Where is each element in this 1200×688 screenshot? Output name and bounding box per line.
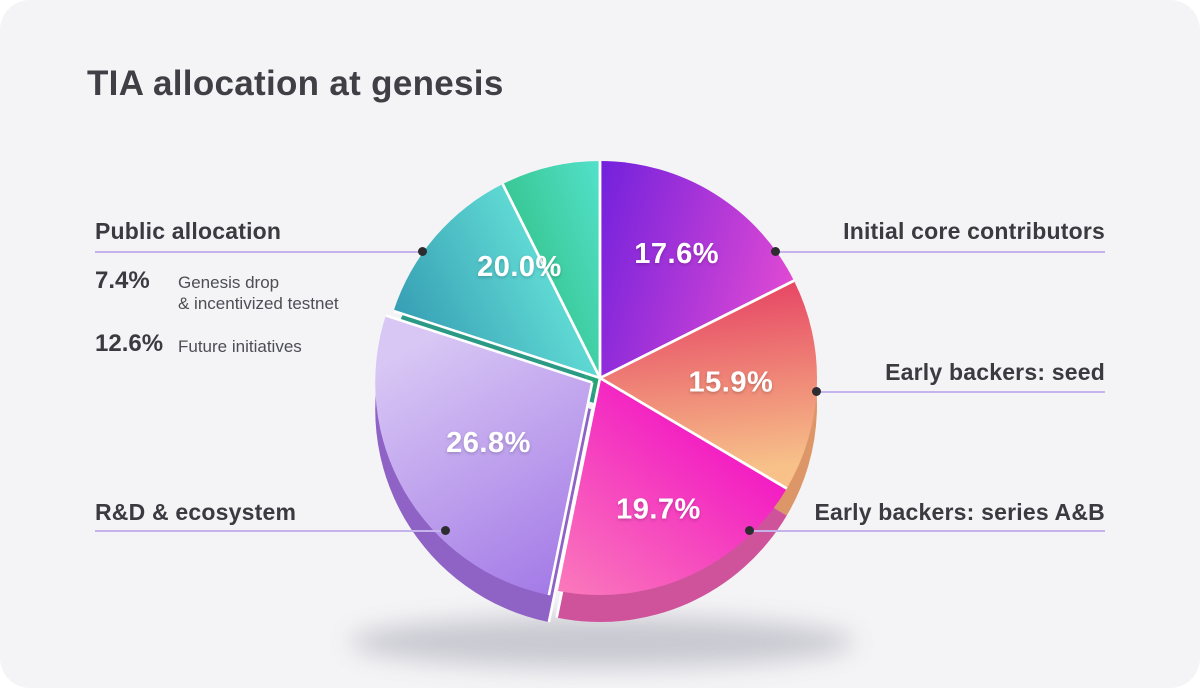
callout-label-public-allocation: Public allocation bbox=[95, 218, 282, 244]
callout-line-early-backers-seed bbox=[817, 391, 1105, 393]
pie-slice-5 bbox=[502, 161, 600, 378]
callout-line-early-backers-series-ab bbox=[750, 530, 1105, 532]
callout-label-early-backers-series-ab: Early backers: series A&B bbox=[814, 499, 1105, 525]
pie-slice-1 bbox=[600, 280, 817, 489]
slice-value-label: 15.9% bbox=[689, 367, 774, 399]
breakdown-value-future-initiatives: 12.6% bbox=[95, 330, 164, 357]
pie-slice-3 bbox=[375, 315, 593, 596]
slice-divider bbox=[385, 314, 593, 384]
pie-slice-2 bbox=[556, 378, 787, 595]
callout-line-public-allocation bbox=[95, 251, 423, 253]
callout-label-early-backers-seed: Early backers: seed bbox=[885, 359, 1105, 385]
callout-line-rd-ecosystem bbox=[95, 530, 446, 532]
breakdown-label-genesis-drop: Genesis drop & incentivized testnet bbox=[178, 273, 339, 313]
callout-dot-rd-ecosystem bbox=[441, 526, 450, 535]
callout-dot-public-allocation bbox=[418, 247, 427, 256]
slice-value-label: 26.8% bbox=[446, 427, 531, 459]
slice-divider bbox=[555, 377, 602, 591]
group-value-label: 20.0% bbox=[477, 251, 562, 283]
breakdown-value-genesis-drop: 7.4% bbox=[95, 267, 150, 294]
pie-shadow bbox=[350, 616, 854, 668]
callout-label-rd-ecosystem: R&D & ecosystem bbox=[95, 499, 297, 525]
slice-divider bbox=[547, 382, 594, 596]
pie-slice-0 bbox=[600, 161, 794, 378]
pie-slice-4 bbox=[393, 184, 600, 378]
rim-divider bbox=[547, 409, 594, 623]
callout-label-initial-core-contributors: Initial core contributors bbox=[843, 218, 1105, 244]
callout-dot-early-backers-seed bbox=[812, 387, 821, 396]
callout-dot-early-backers-series-ab bbox=[745, 526, 754, 535]
chart-title: TIA allocation at genesis bbox=[87, 64, 504, 103]
slice-value-label: 19.7% bbox=[616, 494, 701, 526]
slice-divider bbox=[393, 309, 601, 380]
slice-divider bbox=[599, 376, 788, 490]
slice-value-label: 17.6% bbox=[634, 238, 719, 270]
breakdown-label-future-initiatives: Future initiatives bbox=[178, 337, 302, 356]
callout-line-initial-core-contributors bbox=[776, 251, 1105, 253]
callout-dot-initial-core-contributors bbox=[771, 247, 780, 256]
slice-divider bbox=[501, 183, 602, 379]
slice-divider bbox=[599, 279, 795, 380]
